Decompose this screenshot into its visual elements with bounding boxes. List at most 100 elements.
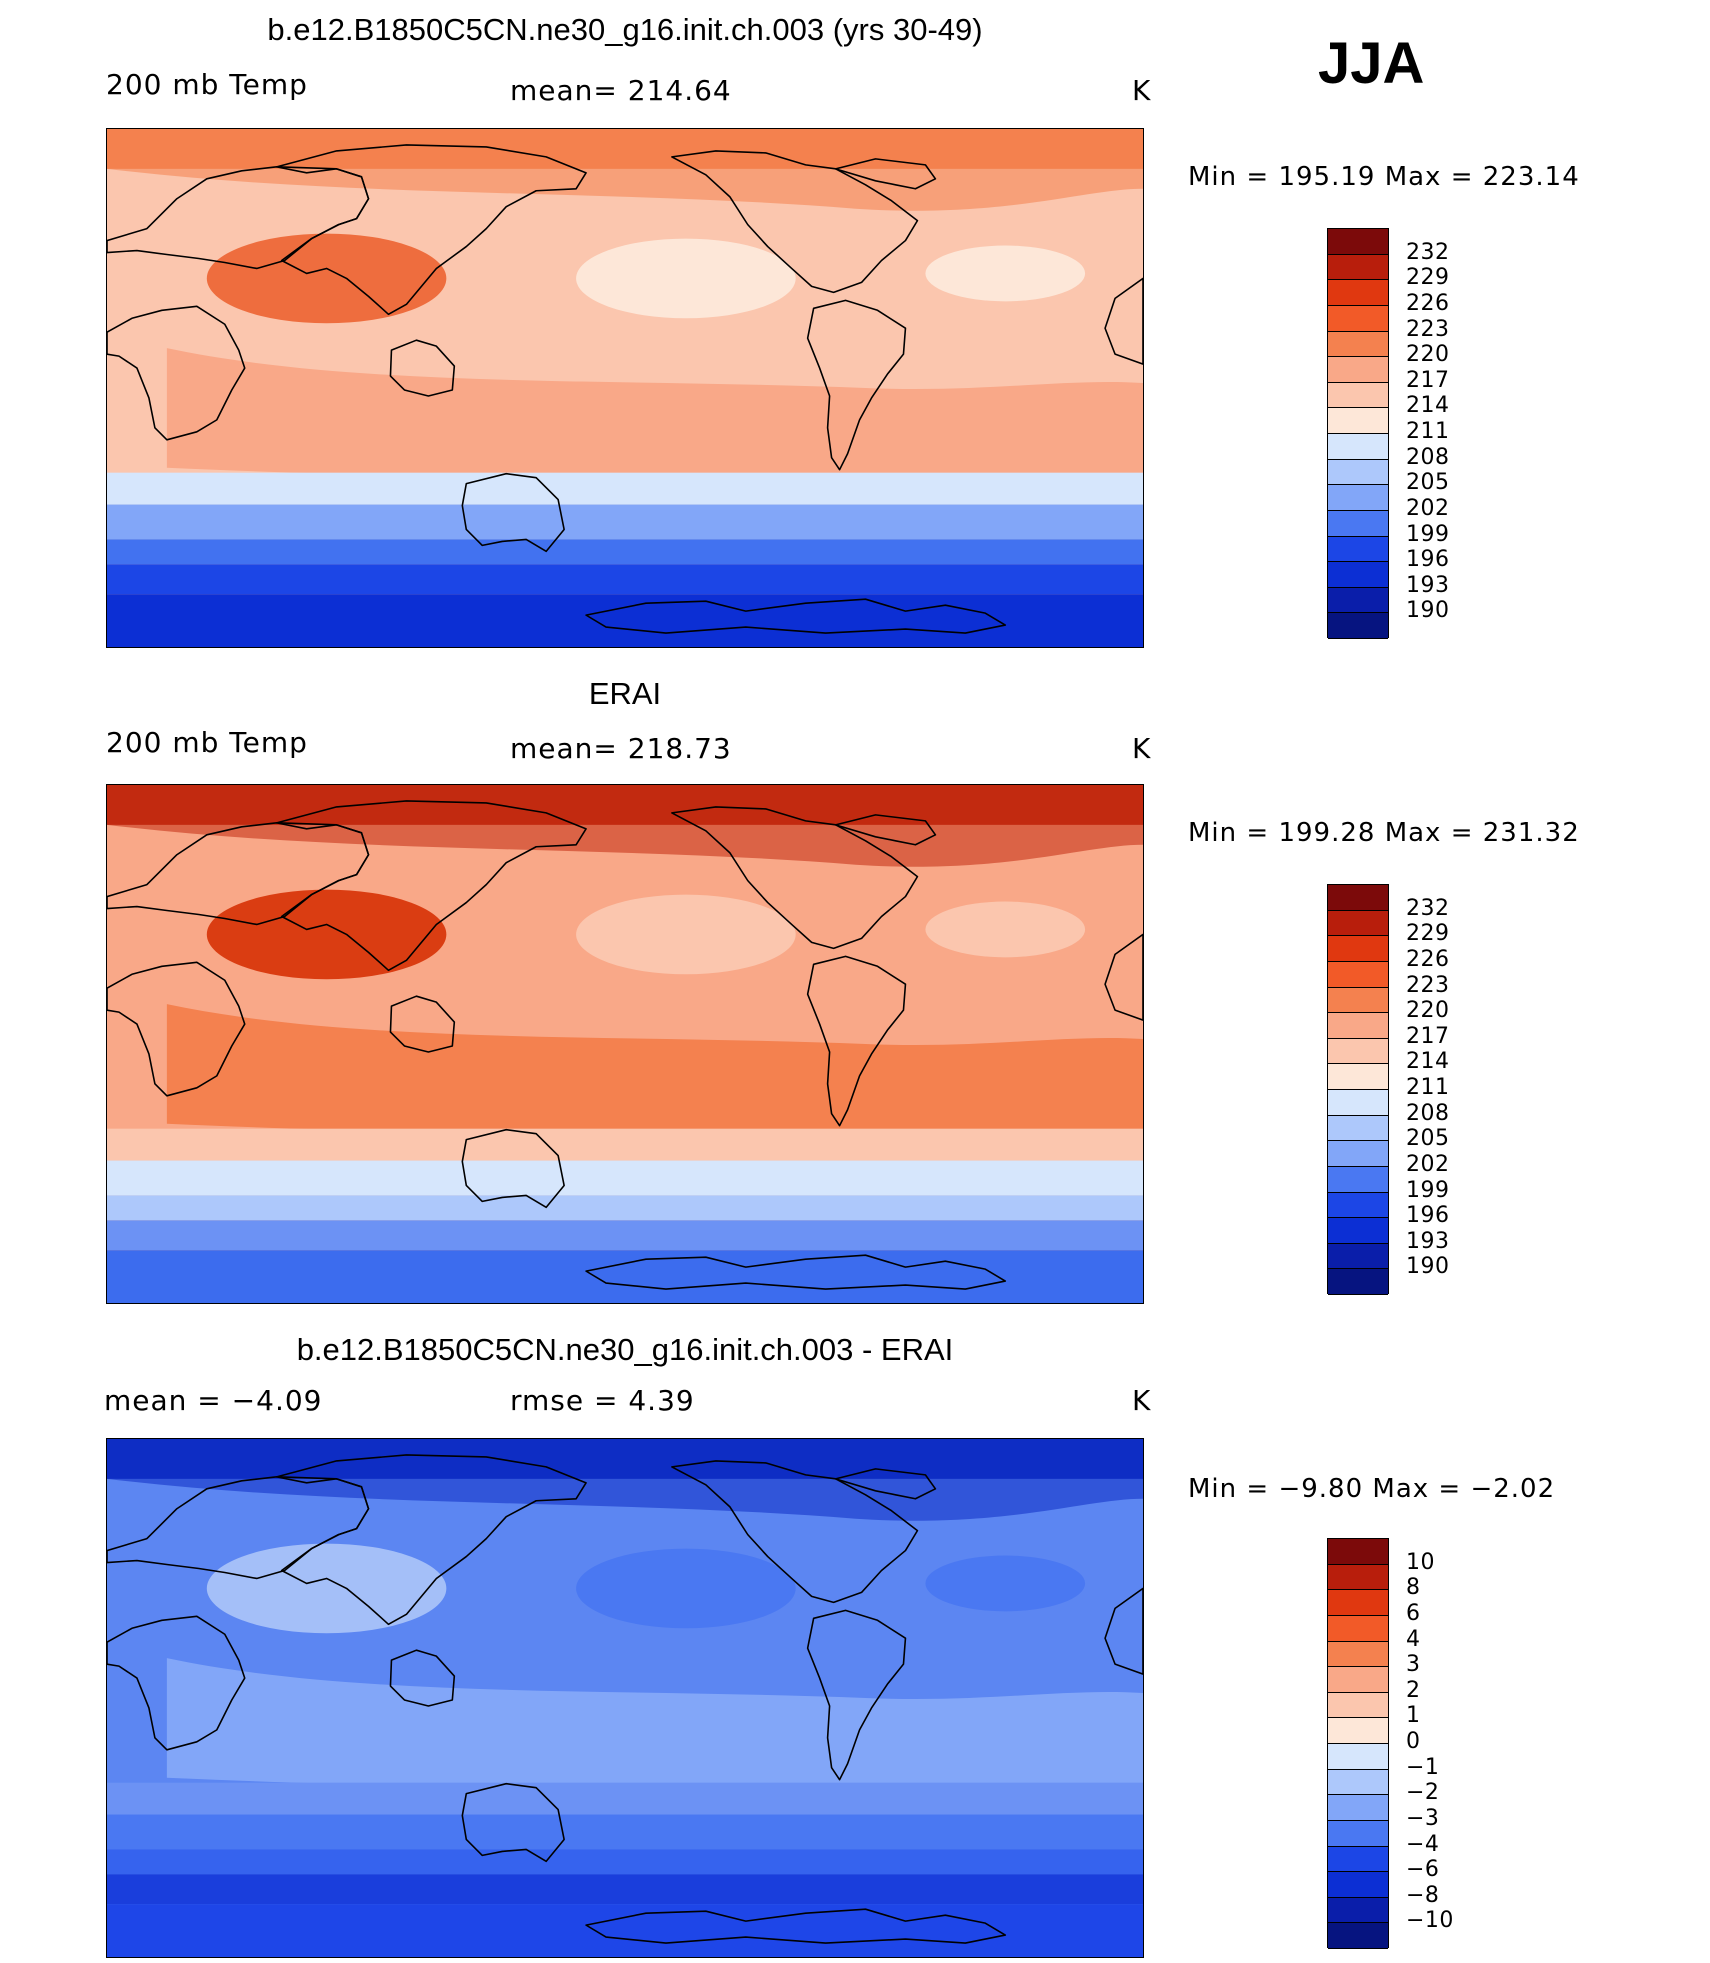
- coastline: [389, 339, 456, 397]
- colorbar-tick-label: 232: [1406, 239, 1450, 265]
- colorbar-swatch: [1328, 987, 1388, 1014]
- panel2-title: ERAI: [588, 676, 662, 711]
- colorbar-tick-label: 205: [1406, 1126, 1450, 1152]
- tibetan-plateau-anomaly: [206, 233, 447, 324]
- north-atlantic-feature: [925, 901, 1086, 958]
- colorbar-tick-label: 229: [1406, 921, 1450, 947]
- colorbar-tick-label: 196: [1406, 1203, 1450, 1229]
- colorbar-swatch: [1328, 1795, 1388, 1821]
- southern-midlat-band: [107, 472, 1143, 505]
- coastline: [107, 1615, 246, 1751]
- panel2-minmax: Min = 199.28 Max = 231.32: [1188, 818, 1580, 848]
- colorbar-swatch: [1328, 1923, 1388, 1949]
- colorbar-tick-label: 199: [1406, 1177, 1450, 1203]
- colorbar-tick-label: 232: [1406, 895, 1450, 921]
- colorbar-tick-label: 190: [1406, 598, 1450, 624]
- colorbar-tick-label: 223: [1406, 972, 1450, 998]
- colorbar-tick-label: 229: [1406, 265, 1450, 291]
- colorbar-tick-label: 2: [1406, 1677, 1421, 1703]
- tropical-band: [166, 1658, 1143, 1788]
- colorbar-tick-label: −10: [1406, 1908, 1454, 1934]
- colorbar-swatch: [1328, 459, 1388, 486]
- colorbar-tick-label: 205: [1406, 470, 1450, 496]
- southern-band-4: [107, 504, 1143, 540]
- colorbar-tick-label: 226: [1406, 290, 1450, 316]
- southern-band-3: [107, 1195, 1143, 1221]
- southern-band-2: [107, 1874, 1143, 1905]
- coastline: [834, 814, 937, 846]
- colorbar-swatch: [1328, 1115, 1388, 1142]
- colorbar-swatch: [1328, 1769, 1388, 1796]
- colorbar-swatch: [1328, 1820, 1388, 1847]
- coastline: [1104, 933, 1143, 1021]
- colorbar-tick-label: −4: [1406, 1831, 1440, 1857]
- panel3-mean-label: mean = −4.09: [104, 1384, 323, 1417]
- colorbar-swatch: [1328, 613, 1388, 639]
- colorbar-tick-label: 211: [1406, 1075, 1450, 1100]
- colorbar-tick-label: 208: [1406, 1100, 1450, 1126]
- southern-midlat-band: [107, 1128, 1143, 1161]
- panel3-colorbar: [1327, 1538, 1389, 1949]
- panel1-units-label: K: [1132, 74, 1152, 107]
- colorbar-tick-label: 202: [1406, 495, 1450, 521]
- coastline: [461, 472, 565, 553]
- north-pacific-feature: [576, 238, 796, 319]
- north-midlat-band: [107, 129, 1143, 211]
- panel2-variable-label: 200 mb Temp: [106, 726, 308, 759]
- coastline: [806, 955, 907, 1127]
- north-pacific-feature: [576, 894, 796, 975]
- coastline: [585, 598, 1007, 634]
- colorbar-swatch: [1328, 1218, 1388, 1244]
- colorbar-swatch: [1328, 1166, 1388, 1193]
- colorbar-swatch: [1328, 536, 1388, 563]
- panel3-units-label: K: [1132, 1384, 1152, 1417]
- panel1-title: b.e12.B1850C5CN.ne30_g16.init.ch.003 (yr…: [267, 12, 983, 47]
- coastline: [1104, 1587, 1143, 1675]
- coastline: [275, 1454, 587, 1626]
- southern-midlat-band: [107, 1782, 1143, 1815]
- southern-band-2: [107, 1220, 1143, 1251]
- colorbar-tick-label: −1: [1406, 1754, 1440, 1780]
- colorbar-swatch: [1328, 1846, 1388, 1873]
- colorbar-tick-label: 223: [1406, 316, 1450, 342]
- panel3-map: [106, 1438, 1144, 1958]
- colorbar-swatch: [1328, 1590, 1388, 1616]
- colorbar-tick-label: 4: [1406, 1626, 1421, 1652]
- coastline: [834, 1468, 937, 1500]
- colorbar-tick-label: 226: [1406, 946, 1450, 972]
- colorbar-swatch: [1328, 1064, 1388, 1090]
- colorbar-tick-label: 1: [1406, 1703, 1421, 1729]
- colorbar-swatch: [1328, 1564, 1388, 1591]
- colorbar-tick-label: 196: [1406, 547, 1450, 573]
- colorbar-tick-label: 214: [1406, 1049, 1450, 1075]
- colorbar-swatch: [1328, 1269, 1388, 1295]
- colorbar-tick-label: 214: [1406, 393, 1450, 419]
- coastline: [585, 1908, 1007, 1944]
- panel3-rmse-label: rmse = 4.39: [510, 1384, 695, 1417]
- panel2-map: [106, 784, 1144, 1304]
- colorbar-swatch: [1328, 357, 1388, 383]
- colorbar-tick-label: 193: [1406, 1228, 1450, 1254]
- north-midlat-band: [107, 1439, 1143, 1521]
- colorbar-swatch: [1328, 936, 1388, 962]
- colorbar-tick-label: 193: [1406, 572, 1450, 598]
- colorbar-swatch: [1328, 1141, 1388, 1167]
- southern-band-2: [107, 564, 1143, 595]
- coastline: [107, 961, 246, 1097]
- colorbar-swatch: [1328, 305, 1388, 332]
- antarctic-band: [107, 594, 1143, 647]
- panel2-colorbar: [1327, 884, 1389, 1295]
- colorbar-tick-label: 220: [1406, 998, 1450, 1024]
- coastline: [585, 1254, 1007, 1290]
- colorbar-swatch: [1328, 1038, 1388, 1065]
- colorbar-tick-label: 217: [1406, 367, 1450, 393]
- colorbar-tick-label: 202: [1406, 1151, 1450, 1177]
- coastline: [461, 1782, 565, 1863]
- north-atlantic-feature: [925, 1555, 1086, 1612]
- colorbar-swatch: [1328, 229, 1388, 255]
- colorbar-swatch: [1328, 331, 1388, 358]
- coastline: [806, 1609, 907, 1781]
- panel2-mean-label: mean= 218.73: [510, 732, 732, 765]
- colorbar-swatch: [1328, 1615, 1388, 1642]
- colorbar-tick-label: −8: [1406, 1882, 1440, 1908]
